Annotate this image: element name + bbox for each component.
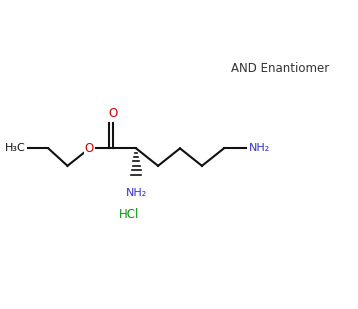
Text: AND Enantiomer: AND Enantiomer — [231, 62, 329, 75]
Text: H₃C: H₃C — [6, 143, 26, 153]
Text: H₃C: H₃C — [5, 143, 26, 153]
Text: HCl: HCl — [119, 208, 139, 221]
Text: NH₂: NH₂ — [249, 143, 271, 153]
Text: O: O — [85, 142, 94, 155]
Text: H: H — [18, 143, 26, 153]
Text: O: O — [108, 107, 117, 120]
Text: NH₂: NH₂ — [126, 188, 147, 198]
